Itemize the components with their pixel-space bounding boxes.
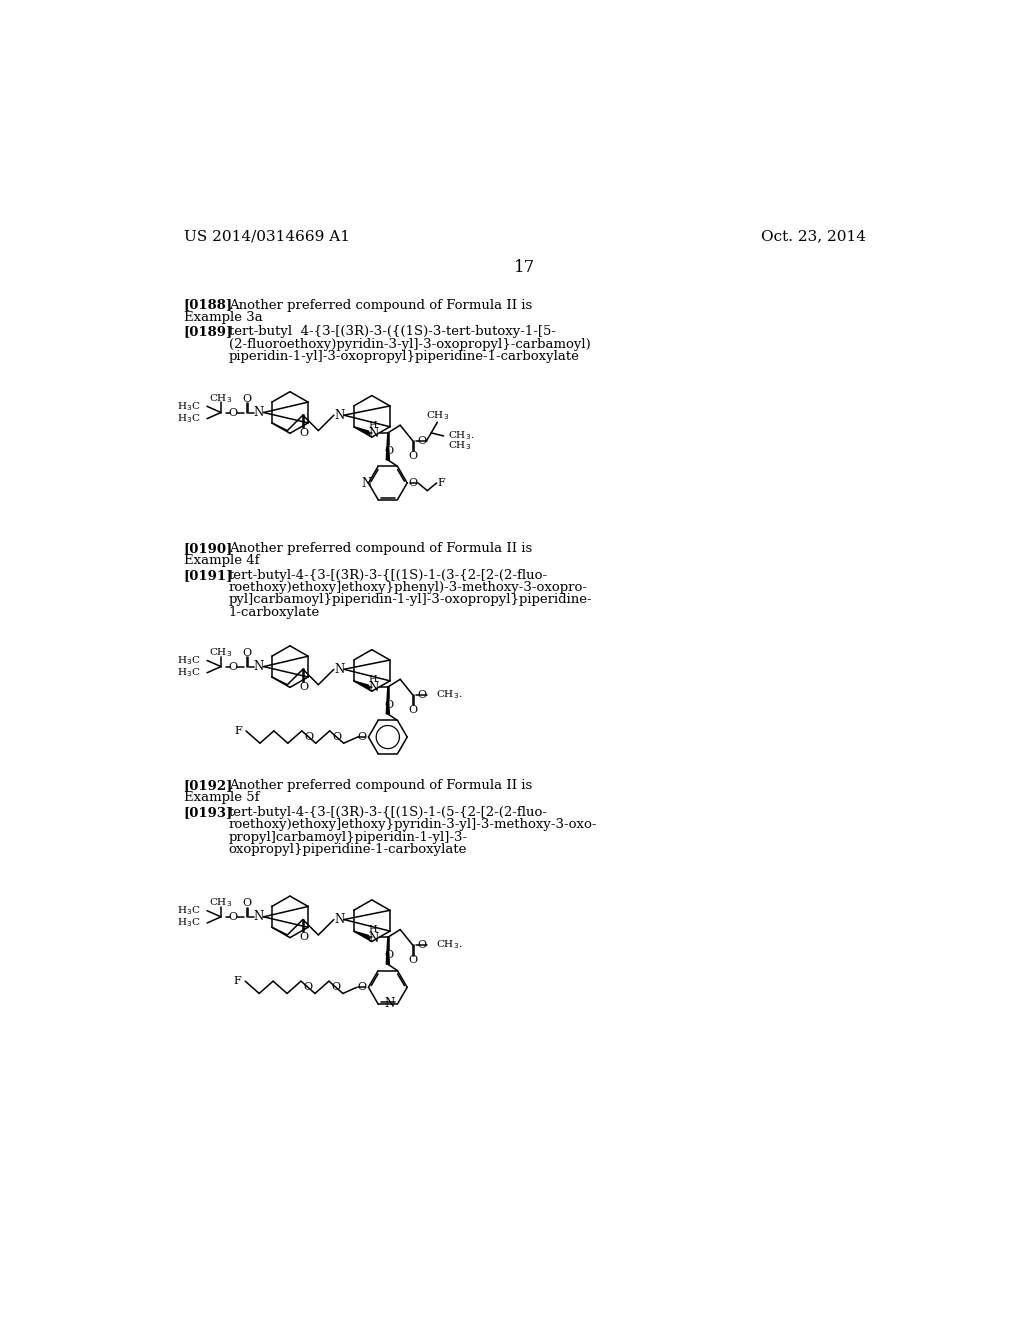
Polygon shape xyxy=(353,931,370,939)
Text: tert-butyl-4-{3-[(3R)-3-{[(1S)-1-(5-{2-[2-(2-fluo-: tert-butyl-4-{3-[(3R)-3-{[(1S)-1-(5-{2-[… xyxy=(228,807,548,818)
Text: O: O xyxy=(299,932,308,942)
Text: piperidin-1-yl]-3-oxopropyl}piperidine-1-carboxylate: piperidin-1-yl]-3-oxopropyl}piperidine-1… xyxy=(228,350,580,363)
Text: CH$_3$.: CH$_3$. xyxy=(436,939,462,952)
Text: O: O xyxy=(228,912,238,921)
Text: CH$_3$.: CH$_3$. xyxy=(436,688,462,701)
Text: Another preferred compound of Formula II is: Another preferred compound of Formula II… xyxy=(228,543,532,554)
Text: O: O xyxy=(243,648,252,657)
Text: H$_3$C: H$_3$C xyxy=(177,412,200,425)
Text: (2-fluoroethoxy)pyridin-3-yl]-3-oxopropyl}-carbamoyl): (2-fluoroethoxy)pyridin-3-yl]-3-oxopropy… xyxy=(228,338,591,351)
Text: O: O xyxy=(384,700,393,710)
Polygon shape xyxy=(386,937,389,964)
Text: O: O xyxy=(409,956,418,965)
Text: H$_3$C: H$_3$C xyxy=(177,916,200,929)
Text: 1-carboxylate: 1-carboxylate xyxy=(228,606,319,619)
Text: H: H xyxy=(369,675,378,684)
Text: F: F xyxy=(437,478,445,488)
Text: O: O xyxy=(384,950,393,960)
Text: Example 3a: Example 3a xyxy=(183,312,262,323)
Text: H: H xyxy=(369,421,378,430)
Text: F: F xyxy=(233,977,242,986)
Text: N: N xyxy=(334,409,344,421)
Text: CH$_3$: CH$_3$ xyxy=(449,438,471,451)
Text: O: O xyxy=(418,690,426,700)
Text: 17: 17 xyxy=(514,259,536,276)
Text: N: N xyxy=(368,932,378,945)
Text: CH$_3$: CH$_3$ xyxy=(210,647,232,659)
Text: N: N xyxy=(334,913,344,927)
Text: O: O xyxy=(228,661,238,672)
Text: CH$_3$: CH$_3$ xyxy=(426,409,449,422)
Text: O: O xyxy=(384,446,393,455)
Text: roethoxy)ethoxy]ethoxy}pyridin-3-yl]-3-methoxy-3-oxo-: roethoxy)ethoxy]ethoxy}pyridin-3-yl]-3-m… xyxy=(228,818,597,832)
Text: H$_3$C: H$_3$C xyxy=(177,653,200,667)
Text: H$_3$C: H$_3$C xyxy=(177,400,200,413)
Text: Another preferred compound of Formula II is: Another preferred compound of Formula II… xyxy=(228,779,532,792)
Text: O: O xyxy=(304,733,313,742)
Text: CH$_3$: CH$_3$ xyxy=(210,392,232,405)
Text: pyl]carbamoyl}piperidin-1-yl]-3-oxopropyl}piperidine-: pyl]carbamoyl}piperidin-1-yl]-3-oxopropy… xyxy=(228,594,592,606)
Text: [0193]: [0193] xyxy=(183,807,233,818)
Text: US 2014/0314669 A1: US 2014/0314669 A1 xyxy=(183,230,350,243)
Text: Example 4f: Example 4f xyxy=(183,554,259,568)
Text: O: O xyxy=(357,982,367,993)
Text: [0189]: [0189] xyxy=(183,326,233,338)
Text: O: O xyxy=(409,451,418,461)
Text: O: O xyxy=(243,393,252,404)
Polygon shape xyxy=(353,681,370,689)
Text: O: O xyxy=(332,733,341,742)
Text: tert-butyl-4-{3-[(3R)-3-{[(1S)-1-(3-{2-[2-(2-fluo-: tert-butyl-4-{3-[(3R)-3-{[(1S)-1-(3-{2-[… xyxy=(228,569,548,582)
Text: roethoxy)ethoxy]ethoxy}phenyl)-3-methoxy-3-oxopro-: roethoxy)ethoxy]ethoxy}phenyl)-3-methoxy… xyxy=(228,581,588,594)
Text: O: O xyxy=(228,408,238,417)
Text: O: O xyxy=(409,478,418,488)
Polygon shape xyxy=(386,433,389,459)
Text: O: O xyxy=(243,898,252,908)
Text: Another preferred compound of Formula II is: Another preferred compound of Formula II… xyxy=(228,298,532,312)
Text: N: N xyxy=(384,998,394,1011)
Text: N: N xyxy=(334,663,344,676)
Polygon shape xyxy=(353,426,370,434)
Text: O: O xyxy=(299,682,308,692)
Text: Example 5f: Example 5f xyxy=(183,792,259,804)
Text: [0188]: [0188] xyxy=(183,298,232,312)
Text: propyl]carbamoyl}piperidin-1-yl]-3-: propyl]carbamoyl}piperidin-1-yl]-3- xyxy=(228,830,468,843)
Text: F: F xyxy=(234,726,242,735)
Text: N: N xyxy=(254,911,264,924)
Polygon shape xyxy=(386,686,389,714)
Text: oxopropyl}piperidine-1-carboxylate: oxopropyl}piperidine-1-carboxylate xyxy=(228,843,467,855)
Text: H$_3$C: H$_3$C xyxy=(177,667,200,680)
Text: N: N xyxy=(254,660,264,673)
Text: O: O xyxy=(303,982,312,993)
Text: O: O xyxy=(299,428,308,438)
Text: N: N xyxy=(361,478,372,490)
Text: [0191]: [0191] xyxy=(183,569,233,582)
Text: N: N xyxy=(254,407,264,418)
Text: O: O xyxy=(418,436,426,446)
Text: O: O xyxy=(418,940,426,950)
Text: H: H xyxy=(369,925,378,935)
Text: Oct. 23, 2014: Oct. 23, 2014 xyxy=(761,230,866,243)
Text: O: O xyxy=(357,733,367,742)
Text: CH$_3$.: CH$_3$. xyxy=(449,429,474,442)
Text: H$_3$C: H$_3$C xyxy=(177,904,200,917)
Text: tert-butyl  4-{3-[(3R)-3-({(1S)-3-tert-butoxy-1-[5-: tert-butyl 4-{3-[(3R)-3-({(1S)-3-tert-bu… xyxy=(228,326,556,338)
Text: N: N xyxy=(368,681,378,694)
Text: N: N xyxy=(368,428,378,440)
Text: O: O xyxy=(332,982,340,993)
Text: CH$_3$: CH$_3$ xyxy=(210,896,232,909)
Text: [0190]: [0190] xyxy=(183,543,233,554)
Text: O: O xyxy=(409,705,418,715)
Text: [0192]: [0192] xyxy=(183,779,233,792)
